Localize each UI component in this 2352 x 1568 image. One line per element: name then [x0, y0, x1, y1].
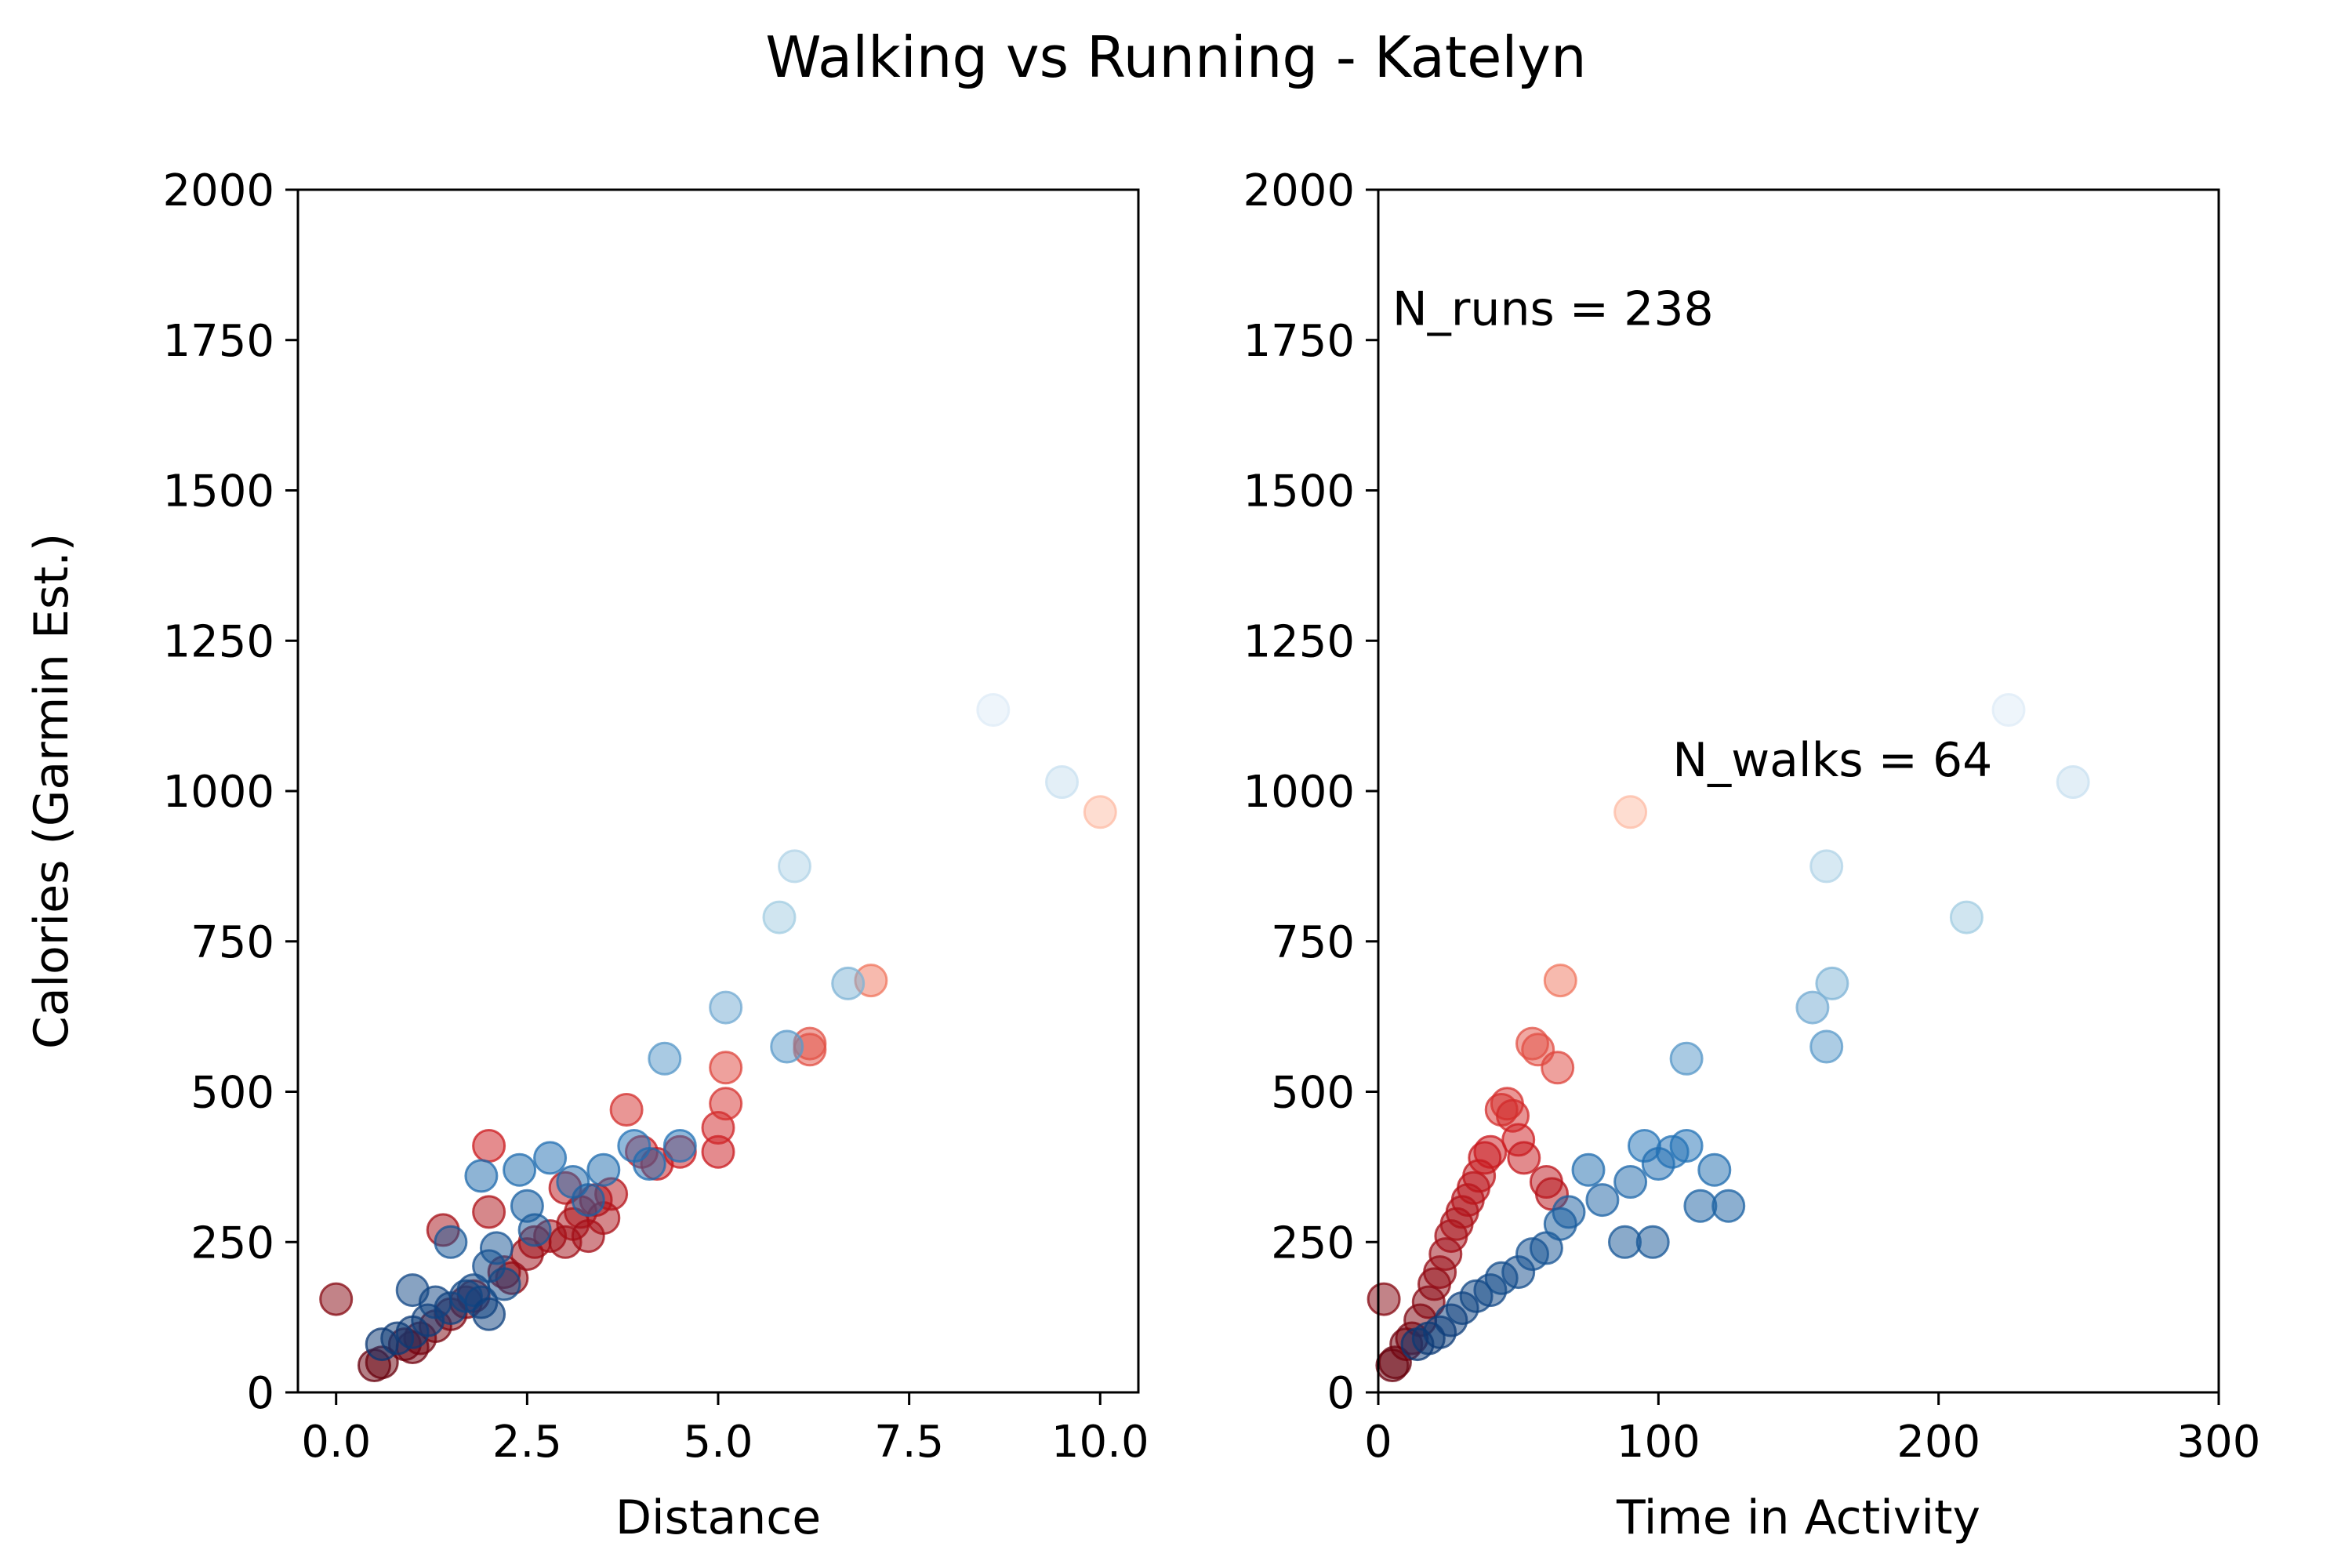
y-tick-label-3: 750: [191, 917, 274, 968]
walk-point-18: [1635, 1225, 1670, 1259]
x-tick-label-0: 0: [1364, 1417, 1392, 1468]
distance-calories-plot: 0.0 2.5 5.0 7.5 10.0 0 250 500 750 1000 1250 1500 17…: [24, 165, 1149, 1545]
figure-title: Walking vs Running - Katelyn: [765, 24, 1586, 90]
run-point-27: [1541, 1051, 1575, 1085]
runs-count-annotation: N_runs = 238: [1392, 282, 1714, 337]
y-tick-label-8: 2000: [162, 165, 274, 216]
walk-point-25: [648, 1041, 682, 1076]
run-point-28: [1543, 964, 1577, 998]
walk-point-14: [1585, 1183, 1620, 1218]
y-tick-label-7: 1750: [162, 316, 274, 367]
distance-plot-frame: [296, 188, 1140, 1394]
distance-plot-ylabel: Calories (Garmin Est.): [24, 533, 79, 1049]
walk-point-15: [1608, 1225, 1642, 1259]
walk-point-31: [831, 966, 866, 1000]
y-tick-label-8: 2000: [1243, 165, 1355, 216]
x-tick-label-2: 200: [1896, 1417, 1980, 1468]
walk-point-27: [1809, 1029, 1844, 1064]
walks-count-annotation: N_walks = 64: [1672, 733, 1992, 788]
y-tick-label-6: 1500: [162, 466, 274, 517]
y-tick-label-1: 250: [191, 1218, 274, 1269]
walk-point-24: [1711, 1189, 1746, 1223]
walk-point-31: [1991, 693, 2026, 727]
run-point-32: [709, 1087, 743, 1121]
walk-point-21: [1669, 1129, 1704, 1163]
x-tick-label-1: 2.5: [492, 1417, 562, 1468]
walk-point-13: [1571, 1152, 1606, 1187]
walk-point-25: [1669, 1041, 1704, 1076]
walk-point-16: [1613, 1165, 1648, 1199]
run-point-0: [319, 1282, 354, 1316]
y-tick-label-5: 1250: [1243, 616, 1355, 667]
walk-point-7: [434, 1225, 468, 1259]
walk-point-26: [1795, 990, 1830, 1025]
walk-point-30: [1949, 900, 1984, 935]
y-tick-label-7: 1750: [1243, 316, 1355, 367]
walk-point-33: [1045, 765, 1079, 799]
walk-point-22: [586, 1152, 621, 1187]
time-calories-plot: 0 100 200 300 0 250 500 750 1000 1250 1500 1750 2000…: [1243, 165, 2260, 1545]
distance-plot-xlabel: Distance: [615, 1490, 821, 1545]
y-tick-label-2: 500: [1271, 1068, 1355, 1119]
run-point-37: [1083, 795, 1117, 829]
run-point-33: [709, 1051, 743, 1085]
run-point-17: [1473, 1134, 1508, 1169]
time-plot-ticks: 0 100 200 300 0 250 500 750 1000 1250 1500 1750 2000: [1243, 165, 2260, 1468]
walk-point-28: [1815, 966, 1849, 1000]
x-tick-label-3: 300: [2177, 1417, 2261, 1468]
x-tick-label-0: 0.0: [301, 1417, 371, 1468]
walk-point-28: [762, 900, 797, 935]
distance-plot-points: [319, 693, 1117, 1382]
time-plot-points: [1367, 693, 2090, 1382]
y-tick-label-3: 750: [1271, 917, 1355, 968]
walk-point-19: [533, 1141, 568, 1175]
distance-plot-ticks: 0.0 2.5 5.0 7.5 10.0 0 250 500 750 1000 1250 1500 17…: [162, 165, 1149, 1468]
walk-point-24: [632, 1147, 666, 1181]
y-tick-label-1: 250: [1271, 1218, 1355, 1269]
y-tick-label-4: 1000: [162, 767, 274, 818]
y-tick-label-6: 1500: [1243, 466, 1355, 517]
walk-point-23: [1697, 1152, 1732, 1187]
y-tick-label-5: 1250: [162, 616, 274, 667]
walk-point-15: [487, 1267, 521, 1301]
walk-point-18: [517, 1213, 552, 1247]
run-point-11: [472, 1195, 506, 1229]
walk-point-30: [778, 849, 811, 884]
run-point-29: [1613, 795, 1648, 829]
walk-point-21: [571, 1183, 605, 1218]
walk-point-32: [976, 693, 1011, 727]
walk-point-22: [1683, 1189, 1718, 1223]
run-point-0: [1367, 1282, 1401, 1316]
y-tick-label-4: 1000: [1243, 767, 1355, 818]
y-tick-label-0: 0: [246, 1368, 274, 1419]
walk-point-27: [709, 990, 743, 1025]
walk-point-16: [503, 1152, 537, 1187]
walk-point-14: [479, 1231, 514, 1265]
walk-point-12: [1552, 1195, 1586, 1229]
run-point-12: [472, 1129, 506, 1163]
walk-point-12: [472, 1297, 506, 1331]
walk-point-29: [770, 1029, 804, 1064]
y-tick-label-0: 0: [1327, 1368, 1355, 1419]
x-tick-label-2: 5.0: [683, 1417, 753, 1468]
time-plot-frame: [1377, 188, 2220, 1394]
run-point-26: [609, 1093, 644, 1127]
y-tick-label-2: 500: [191, 1068, 274, 1119]
walk-point-32: [2056, 765, 2090, 799]
walk-point-26: [662, 1129, 697, 1163]
time-plot-xlabel: Time in Activity: [1616, 1490, 1980, 1545]
walk-point-29: [1809, 849, 1844, 884]
walk-point-11: [464, 1159, 499, 1193]
run-point-22: [1507, 1141, 1541, 1175]
x-tick-label-1: 100: [1617, 1417, 1700, 1468]
x-tick-label-3: 7.5: [874, 1417, 944, 1468]
x-tick-label-4: 10.0: [1051, 1417, 1149, 1468]
